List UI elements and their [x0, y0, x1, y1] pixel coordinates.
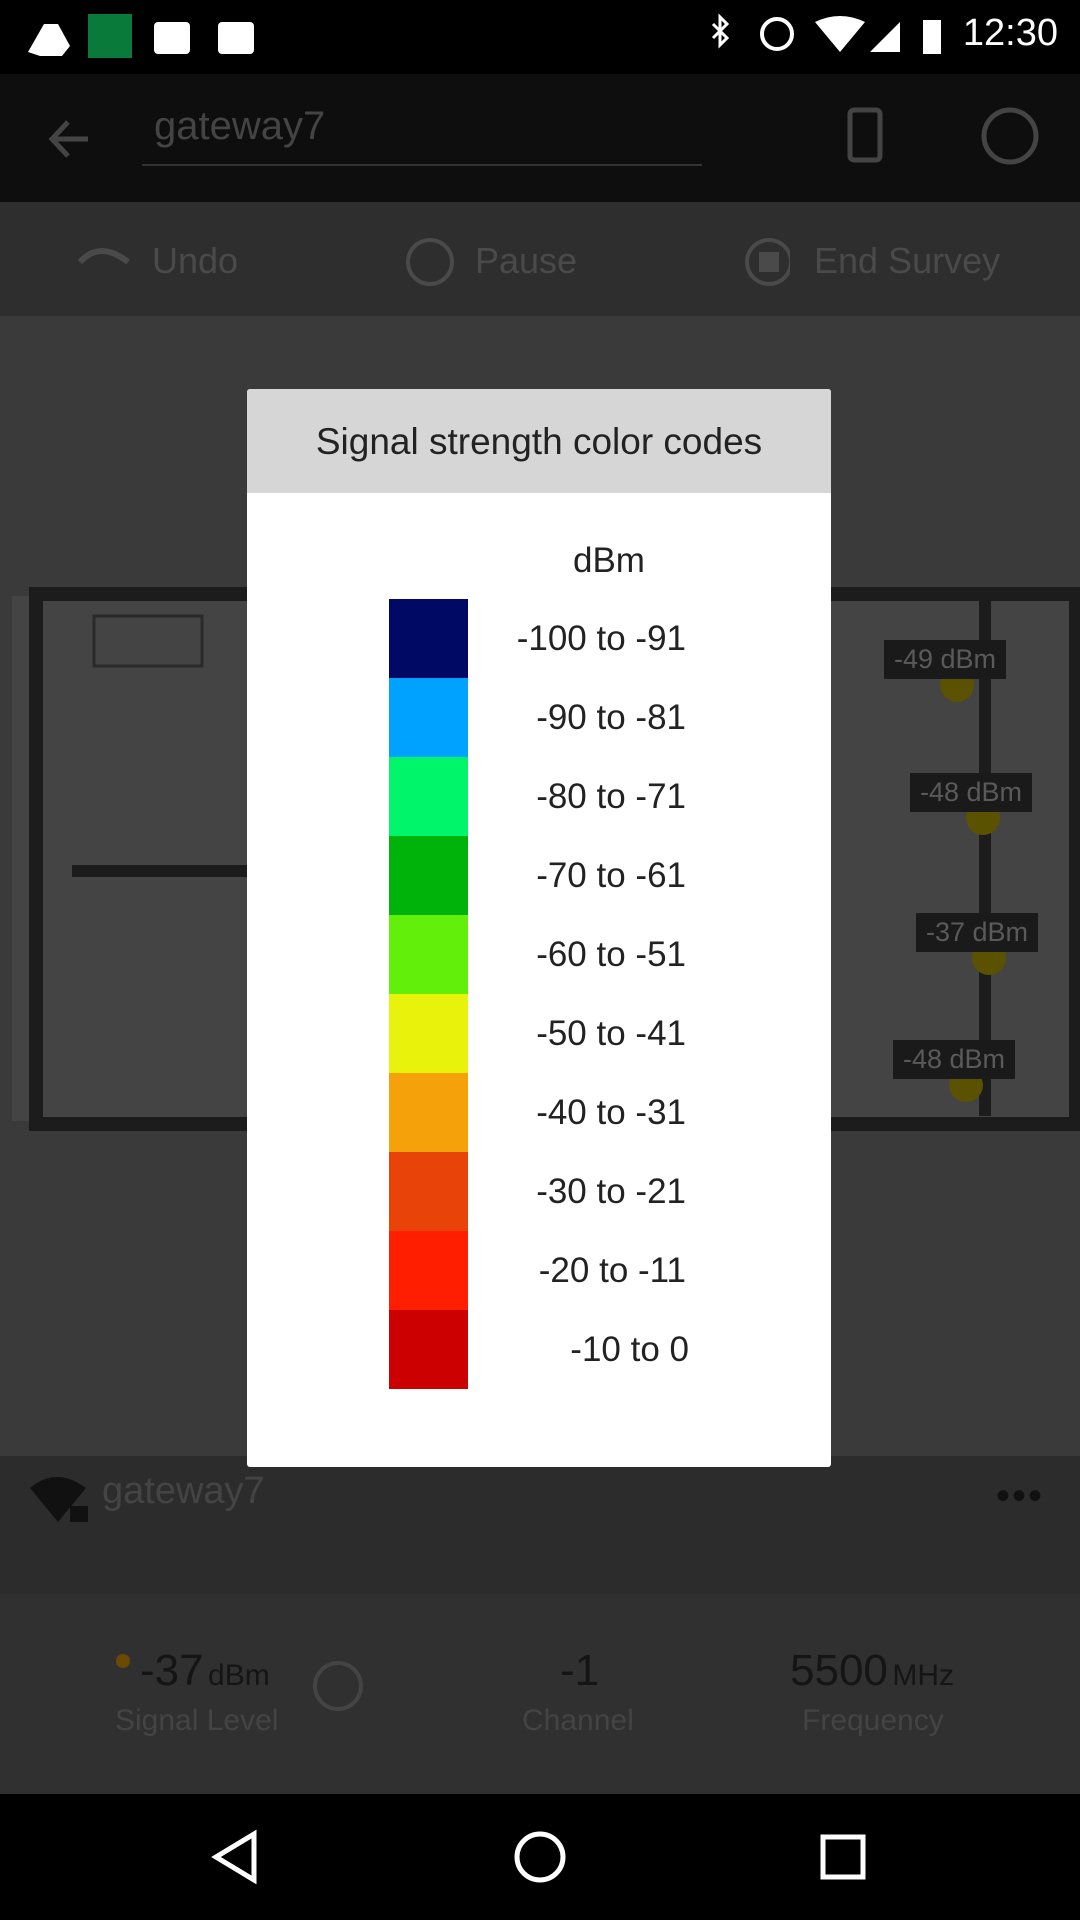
range-label: -100 to -91	[516, 619, 686, 658]
network-panel: gateway7 •••	[0, 1456, 1080, 1594]
range-label: -70 to -61	[536, 856, 686, 895]
frequency-label: Frequency	[802, 1704, 944, 1737]
range-label: -80 to -71	[536, 777, 686, 816]
signal-tag: -48 dBm	[910, 773, 1033, 812]
undo-button[interactable]: Undo	[152, 240, 239, 281]
navigation-bar	[0, 1794, 1080, 1920]
color-swatch	[389, 1231, 468, 1310]
app-bar: gateway7	[0, 74, 1080, 202]
info-icon[interactable]	[312, 1660, 368, 1716]
channel-label: Channel	[522, 1704, 634, 1737]
stats-panel: -37 dBm Signal Level -1 Channel 5500 MHz…	[0, 1594, 1080, 1794]
range-label: -50 to -41	[536, 1014, 686, 1053]
range-label: -60 to -51	[536, 935, 686, 974]
signal-label: Signal Level	[115, 1704, 279, 1737]
color-swatch	[389, 678, 468, 757]
color-swatch	[389, 994, 468, 1073]
color-swatch	[389, 599, 468, 678]
selector-underline	[142, 164, 702, 166]
app-bar-actions[interactable]	[834, 104, 1074, 174]
toolbar: Undo Pause End Survey	[0, 202, 1080, 316]
range-label: -40 to -31	[536, 1093, 686, 1132]
network-selector[interactable]: gateway7	[154, 104, 326, 148]
end-survey-button[interactable]: End Survey	[814, 240, 1001, 281]
more-button[interactable]: •••	[995, 1474, 1044, 1518]
network-name: gateway7	[102, 1470, 265, 1512]
signal-tag: -48 dBm	[893, 1040, 1016, 1079]
notification-icons	[28, 14, 254, 58]
signal-value: -37 dBm	[140, 1646, 270, 1696]
clock: 12:30	[962, 12, 1058, 54]
system-icons	[711, 13, 941, 54]
signal-tag: -49 dBm	[884, 640, 1007, 679]
color-swatch	[389, 757, 468, 836]
range-label: -10 to 0	[570, 1330, 689, 1369]
frequency-number: 5500	[790, 1646, 888, 1695]
dialog-title: Signal strength color codes	[315, 421, 763, 462]
range-label: -20 to -11	[538, 1251, 686, 1290]
channel-value: -1	[560, 1646, 600, 1695]
color-swatch	[389, 1073, 468, 1152]
signal-dot	[116, 1654, 130, 1668]
dialog: Signal strength color codes dBm -100 to …	[247, 389, 831, 1467]
toolbar-icons	[77, 238, 790, 286]
range-label: -30 to -21	[536, 1172, 686, 1211]
signal-unit: dBm	[208, 1659, 270, 1692]
back-button[interactable]	[44, 114, 94, 164]
signal-tag: -37 dBm	[916, 913, 1039, 952]
nav-buttons[interactable]	[0, 1794, 1080, 1920]
pause-button[interactable]: Pause	[475, 240, 578, 281]
range-label: -90 to -81	[536, 698, 686, 737]
color-swatch	[389, 1152, 468, 1231]
color-swatch	[389, 1310, 468, 1389]
dialog-header	[247, 389, 831, 493]
unit-label: dBm	[573, 541, 645, 580]
frequency-unit: MHz	[892, 1659, 954, 1692]
status-bar: 12:30	[0, 0, 1080, 74]
color-swatch	[389, 836, 468, 915]
signal-number: -37	[140, 1646, 204, 1695]
wifi-lock-icon	[30, 1477, 88, 1522]
frequency-value: 5500 MHz	[790, 1646, 954, 1696]
color-swatch	[389, 915, 468, 994]
